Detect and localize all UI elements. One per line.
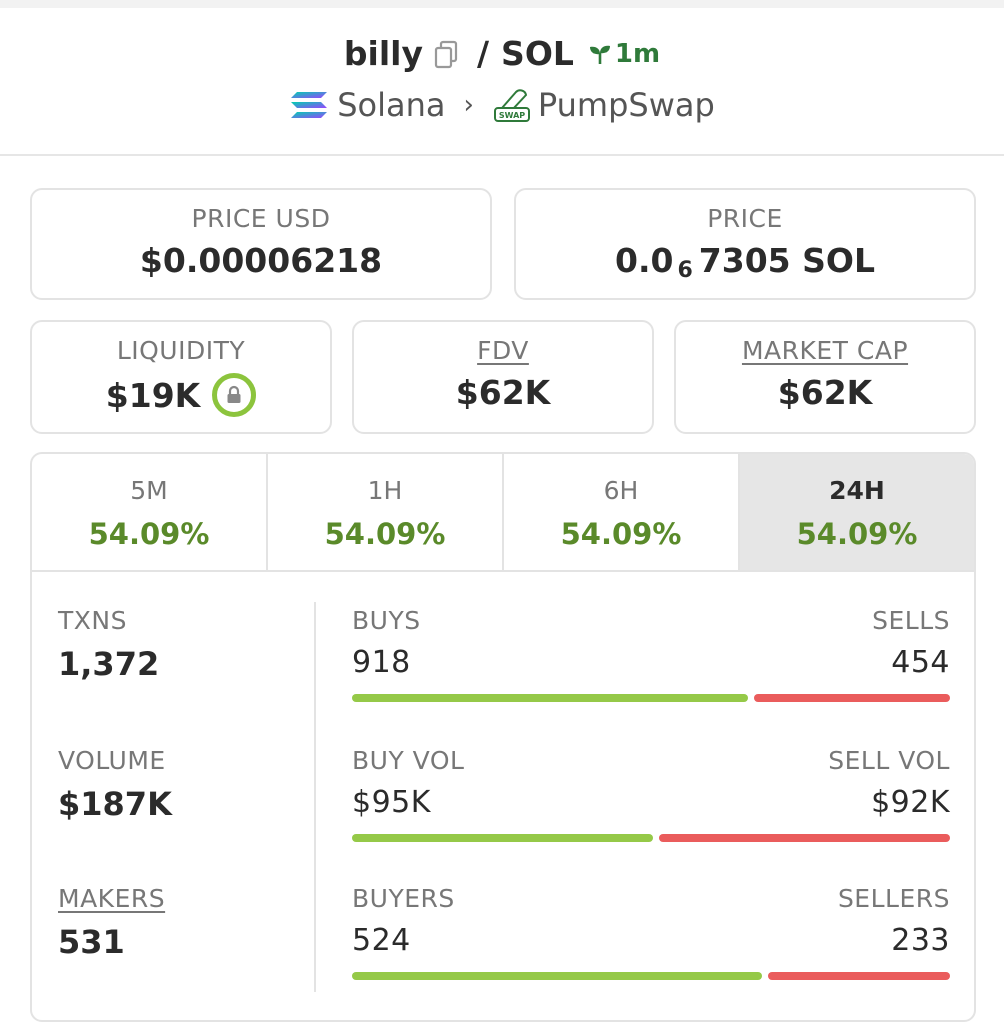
pair-age-text: 1m — [614, 38, 661, 69]
copy-icon[interactable] — [433, 39, 459, 69]
tab-change: 54.09% — [560, 517, 682, 551]
sell-bar-segment — [754, 694, 950, 702]
txns-value: 1,372 — [58, 645, 160, 683]
traders-split: BUYERS SELLERS 524 233 — [352, 884, 950, 980]
tab-6h[interactable]: 6H 54.09% — [504, 454, 740, 570]
tab-label: 1H — [367, 476, 403, 505]
pumpswap-icon: SWAP — [493, 89, 530, 122]
buy-vol-label: BUY VOL — [352, 746, 465, 775]
top-strip — [0, 0, 1004, 8]
pair-separator: / — [476, 34, 490, 73]
buys-sells-bar — [352, 694, 950, 702]
sell-bar-segment — [768, 972, 950, 980]
pair-age: 1m — [588, 39, 660, 69]
chevron-right-icon: › — [463, 90, 474, 120]
tab-change: 54.09% — [796, 517, 918, 551]
buy-vol-value: $95K — [352, 785, 431, 820]
tab-1h[interactable]: 1H 54.09% — [268, 454, 504, 570]
price-usd-card: PRICE USD $0.00006218 — [30, 188, 492, 300]
volume-metric: VOLUME $187K — [58, 746, 172, 823]
sell-vol-label: SELL VOL — [828, 746, 950, 775]
dex-name[interactable]: PumpSwap — [537, 86, 715, 124]
makers-metric: MAKERS 531 — [58, 884, 165, 961]
pair-title: billy / SOL 1m — [0, 34, 1004, 73]
buys-sells-split: BUYS SELLS 918 454 — [352, 606, 950, 702]
liquidity-label: LIQUIDITY — [116, 336, 246, 365]
txns-metric: TXNS 1,372 — [58, 606, 159, 683]
tab-label: 24H — [829, 476, 885, 505]
sprout-icon — [589, 45, 610, 64]
volume-label: VOLUME — [58, 746, 166, 775]
fdv-label[interactable]: FDV — [477, 336, 529, 365]
market-cap-label[interactable]: MARKET CAP — [741, 336, 909, 365]
sell-bar-segment — [659, 834, 950, 842]
tab-5m[interactable]: 5M 54.09% — [32, 454, 268, 570]
sells-label: SELLS — [872, 606, 950, 635]
buy-bar-segment — [352, 834, 653, 842]
volume-split: BUY VOL SELL VOL $95K $92K — [352, 746, 950, 842]
buyers-value: 524 — [352, 923, 411, 958]
quote-symbol: SOL — [501, 34, 574, 73]
sell-vol-value: $92K — [871, 785, 950, 820]
sellers-label: SELLERS — [837, 884, 950, 913]
sellers-value: 233 — [891, 923, 950, 958]
buys-label: BUYS — [352, 606, 421, 635]
tab-label: 6H — [603, 476, 639, 505]
txns-label: TXNS — [58, 606, 127, 635]
buyers-label: BUYERS — [352, 884, 455, 913]
tab-24h[interactable]: 24H 54.09% — [740, 454, 974, 570]
sells-value: 454 — [891, 645, 950, 680]
price-usd-value: $0.00006218 — [139, 241, 383, 280]
market-cap-value: $62K — [777, 373, 873, 412]
svg-text:SWAP: SWAP — [499, 111, 525, 120]
price-native-card: PRICE 0.0 6 7305 SOL — [514, 188, 976, 300]
column-divider — [314, 602, 316, 992]
solana-icon — [291, 92, 328, 118]
traders-bar — [352, 972, 950, 980]
buy-bar-segment — [352, 972, 762, 980]
buys-value: 918 — [352, 645, 411, 680]
volume-bar — [352, 834, 950, 842]
timeframe-tabs: 5M 54.09% 1H 54.09% 6H 54.09% 24H 54.09% — [32, 454, 974, 572]
buy-bar-segment — [352, 694, 748, 702]
stats-panel: 5M 54.09% 1H 54.09% 6H 54.09% 24H 54.09%… — [30, 452, 976, 1022]
price-native-value: 0.0 6 7305 SOL — [615, 241, 875, 283]
fdv-card: FDV $62K — [352, 320, 654, 434]
fdv-value: $62K — [455, 373, 551, 412]
chain-name[interactable]: Solana — [337, 86, 446, 124]
makers-value: 531 — [58, 923, 125, 961]
volume-value: $187K — [58, 785, 172, 823]
lock-icon[interactable] — [212, 373, 257, 417]
tab-change: 54.09% — [324, 517, 446, 551]
totals-column: TXNS 1,372 VOLUME $187K MAKERS 531 — [32, 572, 314, 1020]
price-native-label: PRICE — [707, 204, 783, 233]
liquidity-value: $19K — [32, 373, 330, 417]
makers-label[interactable]: MAKERS — [58, 884, 166, 913]
market-cap-card: MARKET CAP $62K — [674, 320, 976, 434]
price-usd-label: PRICE USD — [191, 204, 331, 233]
pair-header: billy / SOL 1m Solana › SWAP PumpSwap — [0, 8, 1004, 156]
token-symbol: billy — [343, 34, 423, 73]
tab-change: 54.09% — [88, 517, 210, 551]
tab-label: 5M — [130, 476, 168, 505]
liquidity-card: LIQUIDITY $19K — [30, 320, 332, 434]
chain-breadcrumb: Solana › SWAP PumpSwap — [0, 86, 1004, 124]
